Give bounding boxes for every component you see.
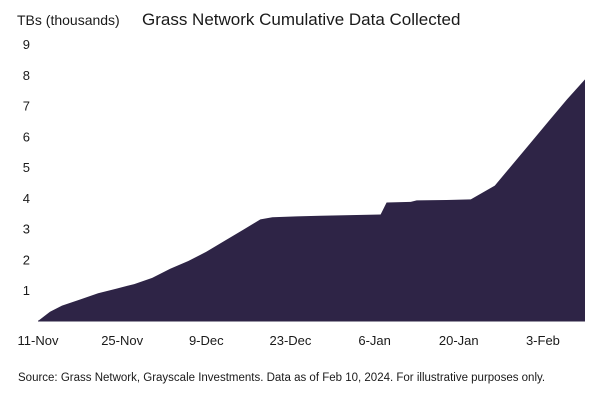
x-tick-label: 6-Jan: [358, 333, 391, 348]
chart-title: Grass Network Cumulative Data Collected: [142, 10, 460, 29]
y-tick-label: 9: [23, 37, 30, 52]
x-tick-label: 11-Nov: [18, 333, 59, 348]
y-tick-label: 2: [23, 252, 30, 267]
y-tick-label: 7: [23, 99, 30, 114]
x-tick-label: 3-Feb: [526, 333, 560, 348]
x-tick-label: 20-Jan: [439, 333, 479, 348]
cumulative-data-area: [38, 79, 585, 322]
source-note: Source: Grass Network, Grayscale Investm…: [18, 372, 546, 384]
x-tick-label: 23-Dec: [270, 333, 312, 348]
y-axis-ticks: 9 8 7 6 5 4 3 2 1: [23, 37, 30, 298]
y-tick-label: 6: [23, 129, 30, 144]
y-tick-label: 4: [23, 191, 30, 206]
x-axis-ticks: 11-Nov 25-Nov 9-Dec 23-Dec 6-Jan 20-Jan 3-Feb: [18, 333, 560, 348]
x-tick-label: 25-Nov: [101, 333, 143, 348]
y-tick-label: 8: [23, 68, 30, 83]
y-tick-label: 5: [23, 160, 30, 175]
y-axis-label: TBs (thousands): [17, 12, 120, 28]
x-tick-label: 9-Dec: [189, 333, 224, 348]
y-tick-label: 3: [23, 222, 30, 237]
y-tick-label: 1: [23, 283, 30, 298]
